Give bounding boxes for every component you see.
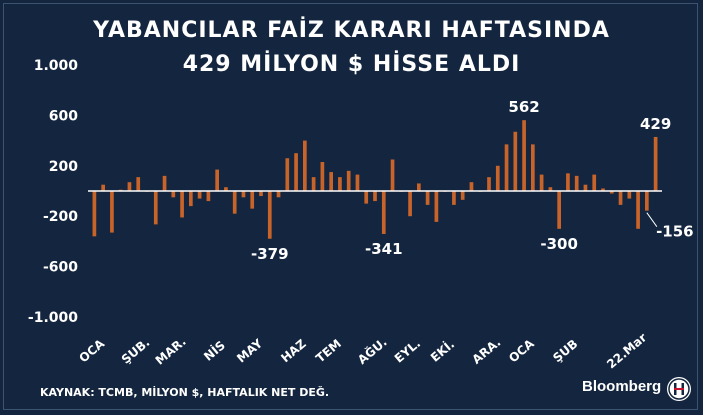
bar [636, 191, 640, 229]
x-tick-label: TEM [313, 336, 344, 365]
bar [618, 191, 623, 205]
bar [373, 191, 377, 202]
bar [522, 120, 526, 191]
bar [267, 191, 272, 239]
bar [250, 191, 255, 209]
y-tick-label: -1.000 [28, 310, 78, 326]
bar [364, 191, 369, 204]
bar [162, 175, 167, 191]
bar [294, 153, 298, 191]
bar [197, 191, 202, 199]
bar [417, 183, 421, 191]
bar [539, 174, 544, 191]
bar [645, 191, 649, 211]
chart-title: YABANCILAR FAİZ KARARI HAFTASINDA [93, 18, 610, 43]
bar [241, 191, 246, 198]
x-tick-label: AĞU. [354, 334, 389, 367]
x-tick-label: EYL. [392, 336, 423, 365]
bar [557, 191, 561, 229]
bar [189, 191, 193, 207]
x-tick-label: EKİ. [427, 336, 457, 365]
y-tick-label: -200 [43, 209, 78, 225]
bar [180, 191, 184, 218]
x-tick-label: MAY [234, 336, 265, 365]
bar [627, 191, 632, 199]
bar [452, 191, 456, 205]
bar [136, 177, 141, 191]
bar [101, 184, 105, 191]
bar [215, 169, 219, 191]
bar [232, 191, 237, 214]
bar [583, 184, 588, 191]
y-tick-label: 1.000 [34, 58, 79, 74]
bar [425, 191, 430, 205]
bar [171, 191, 176, 198]
brand-label: Bloomberg [582, 378, 662, 395]
bar [434, 191, 439, 222]
bar [259, 191, 263, 197]
bar [592, 174, 597, 191]
data-label: 429 [640, 115, 671, 133]
x-tick-label: HAZ [278, 336, 309, 365]
bar [285, 158, 290, 191]
annotation-connector [646, 212, 658, 227]
y-tick-label: -600 [43, 260, 78, 276]
x-tick-label: 22.Mar [604, 330, 649, 371]
data-label: -156 [656, 223, 694, 241]
bar [320, 162, 325, 191]
data-label: -300 [540, 235, 578, 253]
bar [311, 177, 316, 191]
bar [460, 191, 465, 200]
bar [531, 144, 535, 191]
bar [329, 172, 333, 191]
bar [469, 182, 474, 191]
bar [408, 191, 412, 217]
bar [153, 191, 158, 225]
bar [127, 182, 132, 191]
source-note: KAYNAK: TCMB, MİLYON $, HAFTALIK NET DEĞ… [40, 386, 330, 399]
bar [206, 191, 211, 202]
y-tick-label: 600 [49, 108, 78, 124]
bar [390, 159, 395, 191]
bar [548, 187, 553, 191]
chart-subtitle: 429 MİLYON $ HİSSE ALDI [182, 52, 521, 77]
bar [495, 165, 500, 191]
x-tick-label: OCA [506, 336, 537, 365]
bar [224, 187, 228, 191]
bar [574, 175, 579, 191]
x-tick-label: MAR. [153, 334, 189, 367]
bar [276, 191, 281, 198]
bar [381, 191, 386, 234]
data-label: -341 [365, 240, 403, 258]
x-tick-label: OCA [76, 336, 107, 365]
data-label: 562 [508, 98, 539, 116]
bar [92, 191, 97, 237]
bar [601, 188, 605, 191]
bar [609, 191, 614, 194]
x-tick-label: ARA. [469, 335, 503, 367]
bar [487, 177, 491, 191]
bar [303, 140, 307, 191]
bar [110, 191, 114, 233]
x-tick-label: NİS [201, 337, 228, 363]
bar [504, 144, 509, 191]
bar [513, 131, 518, 191]
bar [338, 177, 342, 191]
chart-frame [3, 3, 698, 410]
bar [653, 136, 658, 191]
y-tick-label: 200 [49, 159, 78, 175]
bar [355, 174, 360, 191]
hurriyet-logo-icon [667, 377, 691, 401]
bar [346, 170, 351, 191]
data-label: -379 [251, 245, 289, 263]
x-tick-label: ŞUB. [119, 335, 153, 366]
bar [566, 173, 570, 191]
x-tick-label: ŞUB [550, 337, 580, 365]
